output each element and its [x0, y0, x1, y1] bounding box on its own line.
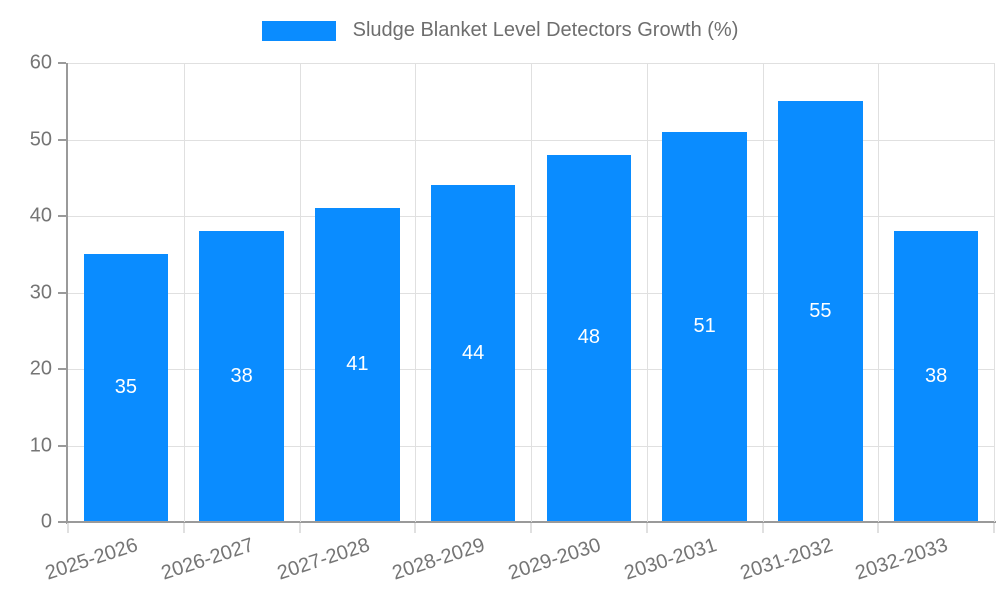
x-axis-tick	[645, 523, 648, 533]
gridline-vertical	[994, 63, 995, 522]
plot-area: 0 10 20 30 40 50 60 35 38 41 44 48 51 55 38 2025-2026 20…	[30, 52, 996, 584]
legend: Sludge Blanket Level Detectors Growth (%…	[0, 19, 1000, 42]
x-axis-label: 2026-2027	[158, 534, 257, 585]
bar-value-label: 35	[114, 376, 137, 399]
x-axis-label: 2025-2026	[42, 534, 141, 585]
y-axis-tick-label: 20	[29, 357, 52, 380]
y-axis-tick	[58, 368, 66, 370]
bar: 55	[778, 101, 863, 521]
y-axis-tick-label: 50	[29, 128, 52, 150]
y-axis-tick	[58, 138, 66, 141]
gridline-vertical	[531, 63, 532, 522]
bar: 38	[199, 231, 284, 521]
y-axis-tick	[58, 521, 66, 523]
x-axis-label: 2030-2031	[621, 534, 720, 585]
bar-value-label: 41	[346, 353, 369, 376]
y-axis-tick-label: 40	[29, 204, 52, 227]
gridline-vertical	[183, 63, 185, 522]
x-axis-label: 2028-2029	[390, 534, 488, 585]
bar-value-label: 48	[577, 326, 600, 349]
gridline-vertical	[646, 63, 648, 522]
bar-value-label: 38	[230, 364, 253, 387]
x-axis-label: 2027-2028	[274, 534, 373, 585]
x-axis-line	[66, 521, 996, 523]
x-axis-label: 2032-2033	[853, 534, 951, 585]
x-axis-tick	[182, 523, 185, 533]
gridline-vertical	[299, 63, 301, 522]
bar: 41	[315, 208, 400, 521]
bar-value-label: 51	[693, 314, 716, 337]
y-axis-tick-label: 30	[29, 281, 52, 303]
bar: 38	[893, 231, 979, 521]
y-axis-tick	[58, 291, 66, 294]
y-axis-tick-label: 60	[29, 51, 52, 74]
y-axis-tick-label: 0	[40, 510, 52, 533]
bar-value-label: 44	[461, 341, 485, 364]
x-axis-tick	[761, 523, 764, 533]
x-axis-tick	[67, 523, 69, 533]
y-axis-line	[66, 63, 68, 524]
x-axis-tick	[298, 523, 301, 533]
y-axis-tick	[58, 444, 66, 447]
bar-value-label: 55	[809, 299, 832, 322]
x-axis-label: 2031-2032	[737, 534, 836, 585]
bar: 51	[662, 131, 747, 521]
x-axis-tick	[993, 523, 995, 533]
gridline-vertical	[415, 63, 417, 522]
x-axis-tick	[530, 523, 532, 533]
gridline-vertical	[762, 63, 764, 522]
x-axis-tick	[877, 523, 880, 533]
y-axis-tick-label: 10	[29, 434, 52, 456]
y-axis-tick	[58, 62, 66, 64]
legend-swatch	[261, 20, 336, 41]
y-axis-tick	[58, 215, 66, 217]
bar: 35	[83, 254, 169, 521]
x-axis-label: 2029-2030	[505, 534, 604, 585]
bar-value-label: 38	[924, 364, 948, 387]
bar: 48	[546, 154, 632, 521]
gridline-vertical	[878, 63, 880, 522]
bar: 44	[430, 185, 516, 521]
legend-label: Sludge Blanket Level Detectors Growth (%…	[352, 19, 739, 41]
x-axis-tick	[414, 523, 417, 533]
